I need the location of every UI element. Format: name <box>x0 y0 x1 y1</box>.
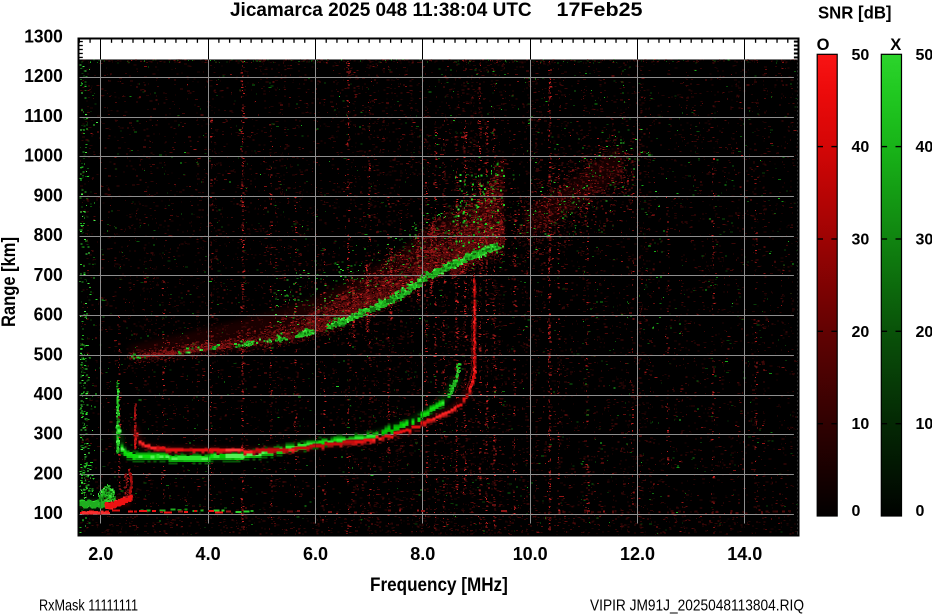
svg-text:6.0: 6.0 <box>303 544 328 564</box>
svg-text:VIPIR JM91J_2025048113804.RIQ: VIPIR JM91J_2025048113804.RIQ <box>590 598 804 614</box>
svg-text:SNR [dB]: SNR [dB] <box>818 3 892 23</box>
svg-text:RxMask 11111111: RxMask 11111111 <box>39 598 138 614</box>
svg-text:Jicamarca 2025 048 11:38:04 UT: Jicamarca 2025 048 11:38:04 UTC <box>230 0 532 21</box>
svg-text:40: 40 <box>916 139 932 156</box>
svg-text:400: 400 <box>34 384 63 404</box>
svg-text:500: 500 <box>34 344 63 364</box>
svg-text:Range [km]: Range [km] <box>0 237 20 327</box>
svg-text:2.0: 2.0 <box>88 544 113 564</box>
svg-text:1300: 1300 <box>24 27 63 47</box>
svg-text:700: 700 <box>34 265 63 285</box>
svg-text:1100: 1100 <box>24 106 63 126</box>
svg-text:20: 20 <box>852 324 870 341</box>
svg-text:20: 20 <box>916 324 932 341</box>
svg-text:30: 30 <box>916 232 932 249</box>
svg-text:8.0: 8.0 <box>410 544 435 564</box>
svg-text:40: 40 <box>852 139 870 156</box>
svg-text:O: O <box>817 36 830 54</box>
svg-text:800: 800 <box>34 225 63 245</box>
svg-text:0: 0 <box>916 503 925 520</box>
svg-text:10: 10 <box>916 416 932 433</box>
svg-text:Frequency [MHz]: Frequency [MHz] <box>370 575 508 596</box>
svg-text:300: 300 <box>34 424 63 444</box>
svg-text:12.0: 12.0 <box>620 544 655 564</box>
svg-text:600: 600 <box>34 305 63 325</box>
svg-text:50: 50 <box>916 47 932 64</box>
svg-text:50: 50 <box>852 47 870 64</box>
svg-text:14.0: 14.0 <box>727 544 762 564</box>
svg-text:0: 0 <box>852 503 861 520</box>
svg-text:17Feb25: 17Feb25 <box>557 0 643 21</box>
svg-text:200: 200 <box>34 464 63 484</box>
svg-text:4.0: 4.0 <box>196 544 221 564</box>
svg-text:900: 900 <box>34 185 63 205</box>
svg-text:X: X <box>890 36 901 54</box>
svg-text:10: 10 <box>852 416 870 433</box>
svg-text:1000: 1000 <box>24 146 63 166</box>
svg-text:1200: 1200 <box>24 66 63 86</box>
svg-text:100: 100 <box>34 503 63 523</box>
svg-text:30: 30 <box>852 232 870 249</box>
svg-text:10.0: 10.0 <box>513 544 548 564</box>
